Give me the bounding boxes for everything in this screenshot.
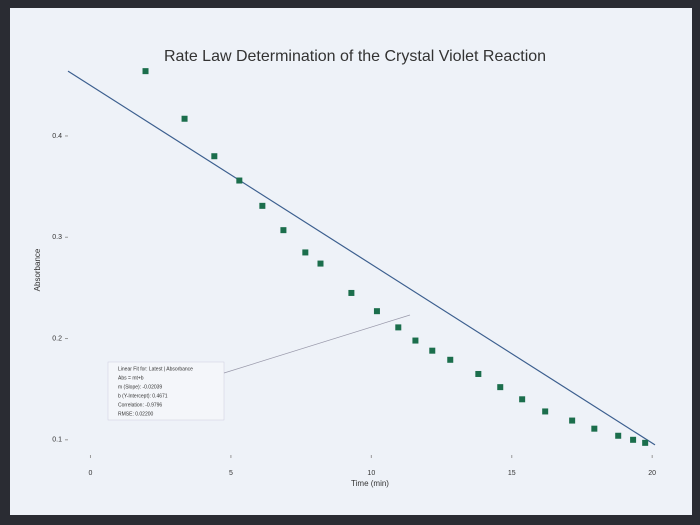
x-tick-label: 0 [89, 470, 93, 477]
point [519, 396, 526, 403]
point [497, 384, 504, 391]
point [373, 308, 380, 315]
x-axis-label: Time (min) [351, 479, 389, 488]
x-tick-label: 15 [508, 470, 516, 477]
x-tick-label: 10 [367, 470, 375, 477]
fit-text: Correlation: -0.9796 [118, 402, 162, 408]
point [259, 202, 266, 209]
point [412, 337, 419, 344]
fit-text: Linear Fit for: Latest | Absorbance [118, 366, 193, 372]
point [615, 432, 622, 439]
point [542, 408, 549, 415]
point [395, 324, 402, 331]
point [475, 370, 482, 377]
point [591, 425, 598, 432]
fit-box [107, 361, 225, 421]
fit-line [67, 70, 656, 446]
point [348, 289, 355, 296]
y-tick-label: 0.1 [52, 437, 62, 444]
point [211, 153, 218, 160]
chart-title: Rate Law Determination of the Crystal Vi… [164, 48, 546, 65]
point [142, 68, 149, 75]
point [181, 115, 188, 122]
fit-text: b (Y-Intercept): 0.4671 [118, 393, 168, 399]
y-tick-label: 0.3 [52, 234, 62, 241]
point [642, 439, 649, 446]
fit-text: RMSE: 0.02200 [118, 411, 154, 417]
screen [10, 8, 692, 515]
point [429, 347, 436, 354]
fit-text: m (Slope): -0.02039 [118, 384, 162, 390]
point [236, 177, 243, 184]
point [569, 417, 576, 424]
y-tick-label: 0.4 [52, 133, 62, 140]
point [630, 436, 637, 443]
leader-line [223, 314, 411, 374]
point [280, 227, 287, 234]
y-tick-label: 0.2 [52, 335, 62, 342]
x-tick-label: 20 [648, 470, 656, 477]
x-tick-label: 5 [229, 470, 233, 477]
point [447, 356, 454, 363]
fit-text: Abs = mt+b [118, 375, 144, 381]
y-axis-label: Absorbance [33, 248, 42, 291]
point [317, 260, 324, 267]
point [302, 249, 309, 256]
